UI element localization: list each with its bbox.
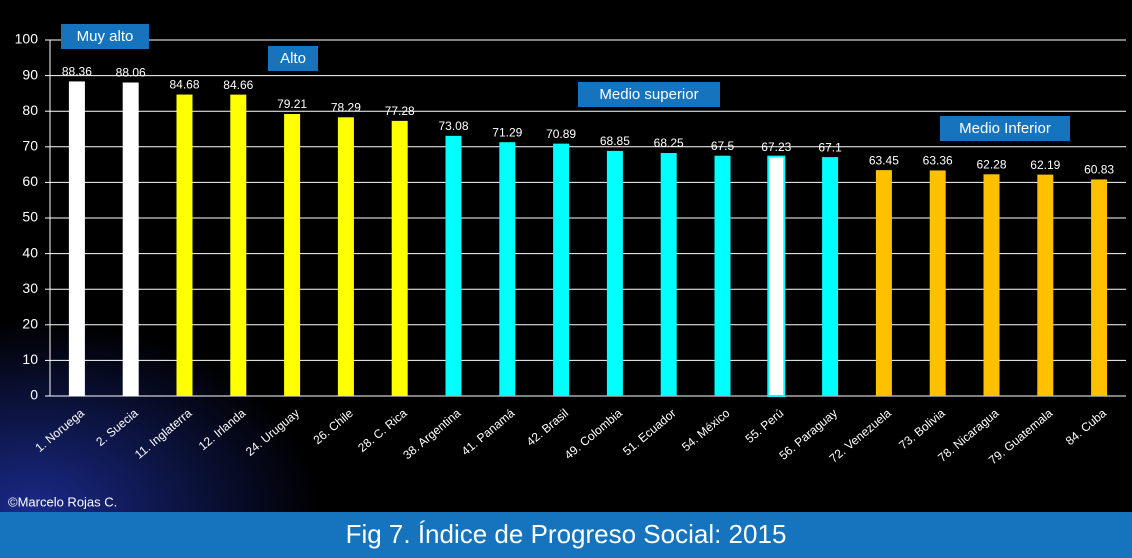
value-label: 84.68 — [169, 78, 199, 92]
credit: ©Marcelo Rojas C. — [8, 494, 117, 509]
value-label: 67.1 — [818, 140, 842, 154]
value-label: 84.66 — [223, 78, 253, 92]
value-label: 79.21 — [277, 97, 307, 111]
value-label: 73.08 — [438, 119, 468, 133]
bar — [660, 153, 677, 396]
group-label: Medio superior — [599, 86, 698, 103]
value-label: 60.83 — [1084, 163, 1114, 177]
bar — [176, 94, 193, 397]
group-box — [268, 46, 318, 71]
value-label: 63.36 — [923, 154, 953, 168]
value-label: 63.45 — [869, 153, 899, 167]
decoration — [0, 300, 320, 512]
bar — [1091, 179, 1108, 396]
group-box — [940, 116, 1070, 141]
value-label: 68.85 — [600, 134, 630, 148]
value-label: 88.36 — [62, 65, 92, 79]
value-label: 62.19 — [1030, 158, 1060, 172]
bar — [230, 94, 247, 396]
bar — [499, 142, 516, 396]
group-label: Muy alto — [77, 28, 134, 45]
y-tick-label: 20 — [22, 316, 38, 332]
bar — [767, 155, 786, 397]
group-box — [61, 24, 149, 49]
y-tick-label: 50 — [22, 209, 38, 225]
bar — [1037, 174, 1054, 396]
value-label: 88.06 — [116, 66, 146, 80]
bar — [553, 143, 570, 396]
bar — [714, 155, 731, 396]
y-tick-label: 90 — [22, 66, 38, 82]
group-label: Medio Inferior — [959, 120, 1051, 137]
bar — [284, 114, 301, 397]
group-box — [578, 82, 720, 107]
bar — [606, 150, 623, 396]
group-label: Alto — [280, 50, 306, 67]
value-label: 62.28 — [976, 157, 1006, 171]
y-tick-label: 60 — [22, 173, 38, 189]
y-tick-label: 70 — [22, 138, 38, 154]
bar — [445, 135, 462, 396]
value-label: 71.29 — [492, 125, 522, 139]
y-tick-label: 30 — [22, 280, 38, 296]
bar — [337, 117, 354, 396]
bar — [875, 170, 892, 396]
bar — [122, 82, 139, 396]
value-label: 77.28 — [385, 104, 415, 118]
title-banner — [0, 512, 1132, 558]
bar — [929, 170, 946, 396]
chart-title: Fig 7. Índice de Progreso Social: 2015 — [346, 519, 787, 549]
bar — [983, 174, 1000, 396]
value-label: 68.25 — [654, 136, 684, 150]
value-label: 70.89 — [546, 127, 576, 141]
bar — [68, 81, 85, 396]
value-label: 78.29 — [331, 100, 361, 114]
value-label: 67.23 — [761, 140, 791, 154]
y-tick-label: 100 — [15, 31, 39, 47]
y-tick-label: 40 — [22, 244, 38, 260]
bar — [391, 120, 408, 396]
value-label: 67.5 — [711, 139, 735, 153]
y-tick-label: 80 — [22, 102, 38, 118]
bar — [822, 157, 839, 396]
y-tick-label: 0 — [30, 387, 38, 403]
y-tick-label: 10 — [22, 351, 38, 367]
